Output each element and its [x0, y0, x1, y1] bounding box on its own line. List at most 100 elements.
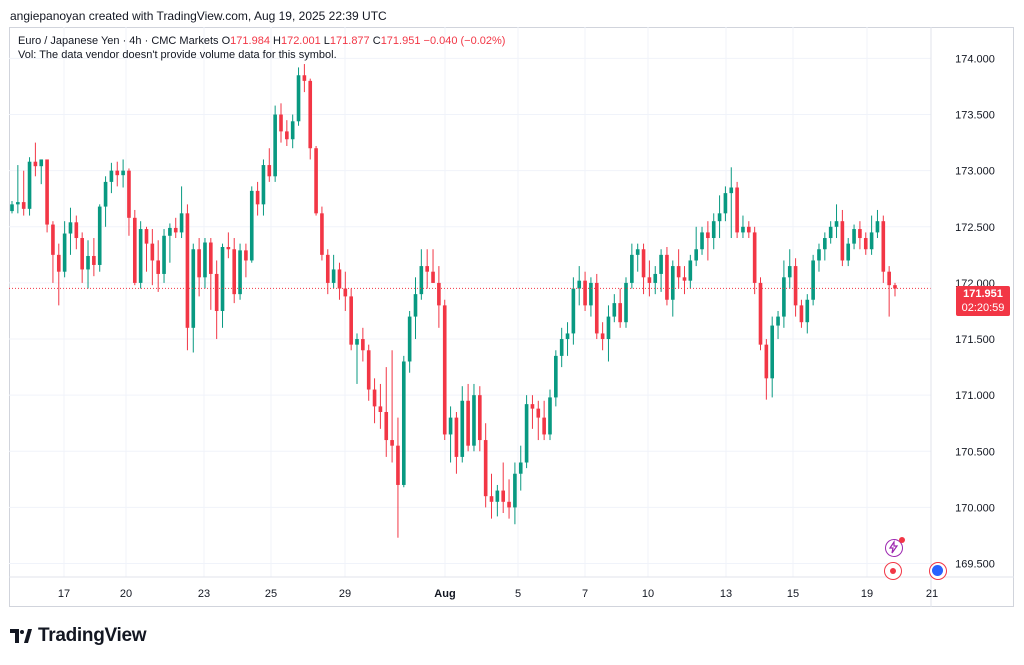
candle-body — [232, 249, 237, 295]
low-value: 171.877 — [329, 35, 370, 47]
attribution-header: angiepanoyan created with TradingView.co… — [10, 9, 387, 23]
candle-body — [203, 242, 207, 278]
price-tick-label: 172.500 — [955, 222, 995, 234]
open-label: O — [221, 35, 231, 47]
candle-body — [74, 222, 79, 239]
candle-body — [852, 229, 856, 244]
candle-body — [62, 233, 67, 272]
candle-body — [606, 316, 611, 340]
candle-body — [682, 277, 687, 281]
candle-body — [390, 440, 394, 446]
candle-body — [764, 344, 769, 379]
candle-body — [401, 361, 406, 485]
candle-body — [717, 213, 722, 222]
candle-body — [97, 206, 102, 265]
candle-body — [419, 266, 424, 295]
candle-body — [489, 496, 494, 502]
lightning-icon[interactable] — [885, 537, 905, 557]
price-tick-label: 171.500 — [955, 334, 995, 346]
candle-body — [630, 254, 634, 283]
tradingview-logo[interactable]: TradingView — [10, 625, 147, 647]
candle-body — [343, 288, 348, 297]
close-label: C — [372, 35, 381, 47]
time-tick-label: 23 — [198, 588, 210, 600]
tradingview-logo-text: TradingView — [38, 625, 147, 646]
candle-body — [209, 242, 213, 274]
candle-body — [378, 406, 383, 412]
open-value: 171.984 — [230, 35, 270, 47]
candle-body — [267, 165, 272, 177]
low-label: L — [323, 35, 330, 47]
candle-body — [320, 213, 324, 255]
candle-body — [647, 277, 652, 283]
candle-body — [121, 170, 125, 176]
price-tick-label: 174.000 — [955, 53, 995, 65]
candle-body — [21, 202, 26, 209]
candle-body — [331, 269, 336, 283]
candle-body — [542, 417, 546, 435]
candle-body — [185, 213, 190, 328]
candle-body — [127, 170, 131, 218]
candle-body — [448, 417, 453, 435]
candle-body — [179, 213, 184, 233]
candle-body — [706, 232, 710, 239]
candle-body — [56, 254, 61, 272]
high-label: H — [273, 35, 281, 47]
candle-body — [191, 249, 196, 328]
candle-body — [548, 397, 552, 435]
candlestick-chart[interactable]: 174.000173.500173.000172.500172.000171.5… — [9, 27, 1014, 607]
symbol-name[interactable]: Euro / Japanese Yen · 4h · CMC Markets — [18, 35, 219, 47]
candle-body — [863, 238, 868, 250]
candle-body — [858, 229, 862, 239]
time-tick-label: 20 — [120, 588, 132, 600]
candle-body — [197, 249, 201, 278]
candle-body — [612, 303, 617, 317]
alert-dot-icon[interactable] — [884, 562, 902, 580]
candle-body — [524, 404, 529, 463]
time-tick-label: 19 — [861, 588, 873, 600]
candle-body — [437, 282, 441, 306]
globe-icon[interactable] — [929, 562, 947, 580]
candle-body — [711, 221, 716, 239]
candle-body — [624, 282, 628, 323]
candle-body — [735, 187, 739, 233]
candle-body — [302, 75, 307, 81]
chart-frame[interactable] — [9, 27, 1014, 607]
candle-body — [144, 229, 149, 244]
candle-body — [92, 255, 96, 265]
symbol-legend[interactable]: Euro / Japanese Yen · 4h · CMC Markets O… — [18, 33, 505, 49]
candle-body — [138, 229, 143, 283]
candle-body — [817, 249, 821, 261]
candle-body — [156, 260, 161, 274]
candle-body — [255, 190, 260, 205]
time-tick-label: 29 — [339, 588, 351, 600]
candle-body — [793, 266, 798, 306]
volume-note: Vol: The data vendor doesn't provide vol… — [18, 49, 337, 61]
candle-series — [10, 64, 897, 538]
candle-body — [723, 193, 728, 214]
candle-body — [828, 226, 833, 239]
time-tick-label: 10 — [642, 588, 654, 600]
grid-lines — [9, 27, 931, 577]
time-tick-label: 25 — [265, 588, 277, 600]
candle-body — [776, 316, 780, 326]
candle-body — [676, 266, 681, 278]
candle-body — [80, 238, 84, 270]
candle-body — [349, 296, 353, 345]
candle-body — [425, 266, 429, 272]
candle-body — [635, 249, 640, 255]
candle-body — [530, 404, 535, 409]
candle-body — [799, 305, 804, 323]
candle-body — [16, 202, 20, 205]
candle-body — [577, 280, 582, 289]
candle-body — [483, 440, 488, 497]
candle-body — [51, 224, 55, 255]
time-tick-label: 7 — [582, 588, 588, 600]
candle-body — [518, 462, 523, 474]
candle-body — [325, 254, 330, 283]
candle-body — [39, 159, 44, 167]
candle-body — [659, 254, 663, 274]
candle-body — [811, 260, 815, 300]
candle-body — [454, 417, 459, 457]
candle-body — [875, 221, 880, 233]
